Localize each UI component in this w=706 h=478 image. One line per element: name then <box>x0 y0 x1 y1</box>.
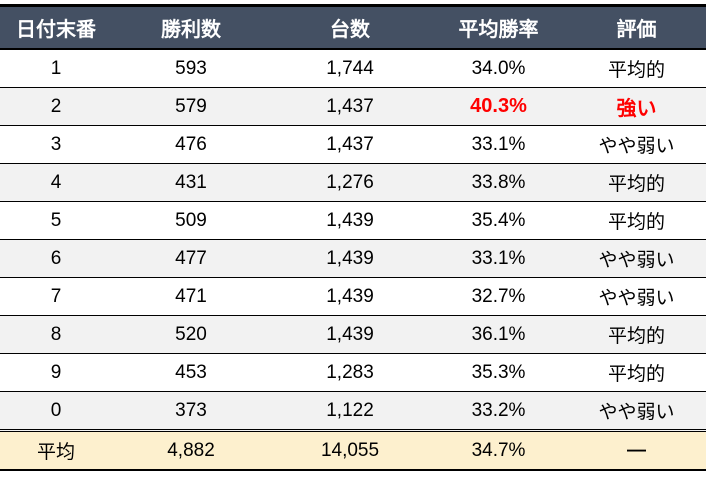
cell-rating: 平均的 <box>567 163 706 202</box>
cell-date-last-digit: 0 <box>0 391 112 431</box>
cell-rating: やや弱い <box>567 125 706 164</box>
cell-wins: 453 <box>112 353 270 392</box>
table-row: 8 520 1,439 36.1% 平均的 <box>0 315 706 354</box>
table-row: 2 579 1,437 40.3% 強い <box>0 87 706 126</box>
cell-machine-count: 1,439 <box>270 315 430 354</box>
cell-average-win-rate: 35.4% <box>430 201 567 240</box>
cell-machine-count: 1,122 <box>270 391 430 431</box>
table-row: 4 431 1,276 33.8% 平均的 <box>0 163 706 202</box>
cell-average-win-rate: 32.7% <box>430 277 567 316</box>
cell-rating: やや弱い <box>567 277 706 316</box>
cell-machine-count: 1,437 <box>270 87 430 126</box>
cell-average-win-rate: 33.1% <box>430 239 567 278</box>
table-row: 0 373 1,122 33.2% やや弱い <box>0 391 706 431</box>
summary-average-win-rate: 34.7% <box>430 429 567 470</box>
table-row: 9 453 1,283 35.3% 平均的 <box>0 353 706 392</box>
cell-average-win-rate: 40.3% <box>430 87 567 126</box>
header-row: 日付末番 勝利数 台数 平均勝率 評価 <box>0 5 706 50</box>
table-header: 日付末番 勝利数 台数 平均勝率 評価 <box>0 5 706 50</box>
cell-wins: 477 <box>112 239 270 278</box>
table-row: 5 509 1,439 35.4% 平均的 <box>0 201 706 240</box>
cell-date-last-digit: 3 <box>0 125 112 164</box>
table-row: 6 477 1,439 33.1% やや弱い <box>0 239 706 278</box>
summary-wins: 4,882 <box>112 429 270 470</box>
cell-date-last-digit: 5 <box>0 201 112 240</box>
cell-rating: やや弱い <box>567 239 706 278</box>
cell-average-win-rate: 33.2% <box>430 391 567 431</box>
cell-machine-count: 1,439 <box>270 277 430 316</box>
cell-date-last-digit: 8 <box>0 315 112 354</box>
cell-average-win-rate: 35.3% <box>430 353 567 392</box>
table-row: 3 476 1,437 33.1% やや弱い <box>0 125 706 164</box>
summary-label: 平均 <box>0 429 112 470</box>
cell-average-win-rate: 36.1% <box>430 315 567 354</box>
header-wins: 勝利数 <box>112 5 270 50</box>
table-row: 1 593 1,744 34.0% 平均的 <box>0 48 706 88</box>
cell-average-win-rate: 33.8% <box>430 163 567 202</box>
cell-date-last-digit: 4 <box>0 163 112 202</box>
win-rate-table: 日付末番 勝利数 台数 平均勝率 評価 1 593 1,744 34.0% 平均… <box>0 4 706 471</box>
cell-date-last-digit: 2 <box>0 87 112 126</box>
table-footer: 平均 4,882 14,055 34.7% — <box>0 429 706 470</box>
cell-wins: 593 <box>112 48 270 88</box>
cell-date-last-digit: 6 <box>0 239 112 278</box>
header-average-win-rate: 平均勝率 <box>430 5 567 50</box>
summary-row: 平均 4,882 14,055 34.7% — <box>0 429 706 470</box>
cell-machine-count: 1,439 <box>270 239 430 278</box>
summary-rating-dash: — <box>567 429 706 470</box>
cell-machine-count: 1,437 <box>270 125 430 164</box>
table-row: 7 471 1,439 32.7% やや弱い <box>0 277 706 316</box>
header-date-last-digit: 日付末番 <box>0 5 112 50</box>
summary-machine-count: 14,055 <box>270 429 430 470</box>
table-body: 1 593 1,744 34.0% 平均的 2 579 1,437 40.3% … <box>0 48 706 431</box>
cell-machine-count: 1,283 <box>270 353 430 392</box>
cell-rating: 強い <box>567 87 706 126</box>
cell-rating: 平均的 <box>567 353 706 392</box>
cell-average-win-rate: 34.0% <box>430 48 567 88</box>
cell-machine-count: 1,276 <box>270 163 430 202</box>
cell-average-win-rate: 33.1% <box>430 125 567 164</box>
cell-wins: 431 <box>112 163 270 202</box>
cell-date-last-digit: 1 <box>0 48 112 88</box>
header-machine-count: 台数 <box>270 5 430 50</box>
cell-date-last-digit: 9 <box>0 353 112 392</box>
cell-wins: 579 <box>112 87 270 126</box>
cell-rating: 平均的 <box>567 201 706 240</box>
cell-wins: 520 <box>112 315 270 354</box>
cell-wins: 509 <box>112 201 270 240</box>
header-rating: 評価 <box>567 5 706 50</box>
cell-wins: 476 <box>112 125 270 164</box>
cell-date-last-digit: 7 <box>0 277 112 316</box>
cell-machine-count: 1,439 <box>270 201 430 240</box>
cell-rating: 平均的 <box>567 48 706 88</box>
cell-wins: 373 <box>112 391 270 431</box>
cell-wins: 471 <box>112 277 270 316</box>
cell-machine-count: 1,744 <box>270 48 430 88</box>
cell-rating: 平均的 <box>567 315 706 354</box>
cell-rating: やや弱い <box>567 391 706 431</box>
